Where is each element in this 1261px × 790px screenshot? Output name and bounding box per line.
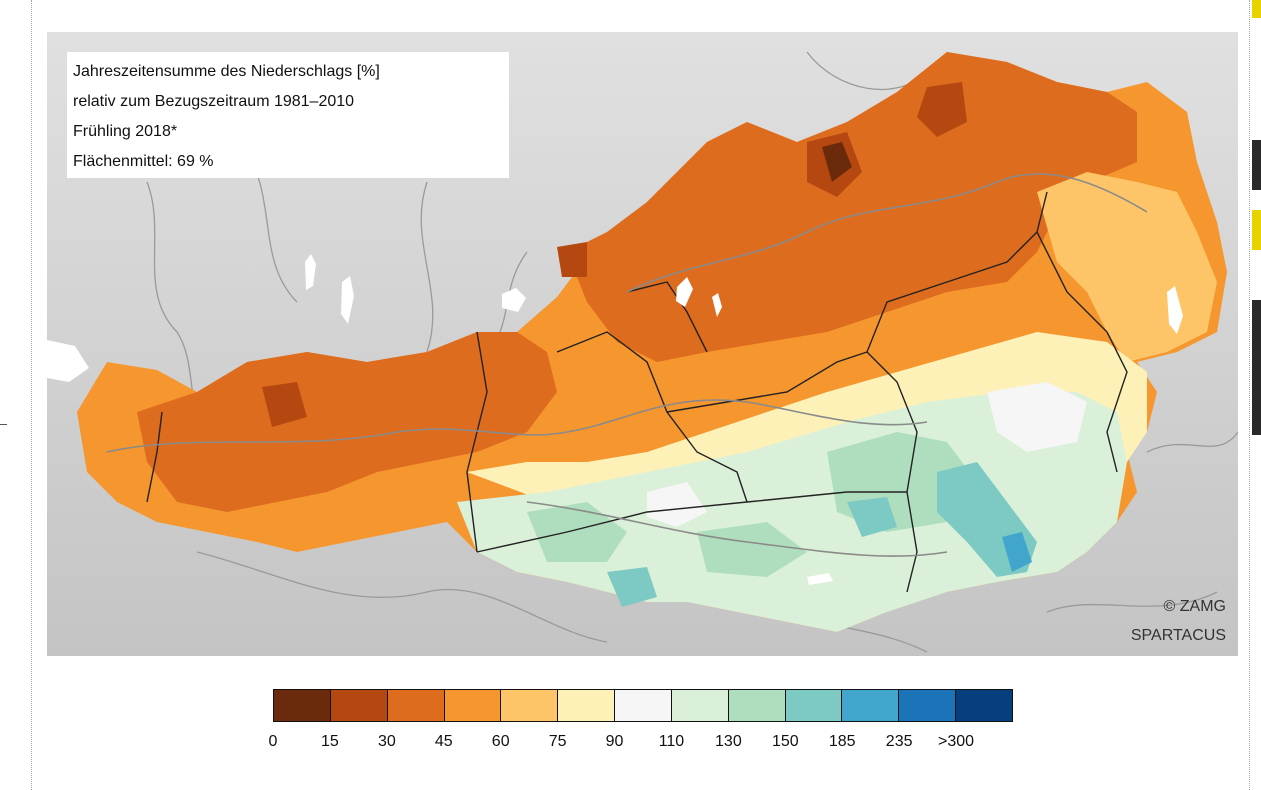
data-source-text: SPARTACUS — [1130, 627, 1226, 644]
legend-swatch — [785, 690, 843, 721]
legend-swatch — [899, 690, 957, 721]
legend-swatch — [615, 690, 672, 721]
edge-strip-dark — [1252, 140, 1261, 190]
color-legend-labels: 0 15 30 45 60 75 90 110 130 150 185 235 >300 — [0, 733, 1261, 755]
legend-swatch — [728, 690, 786, 721]
region-teal-3 — [607, 567, 657, 607]
color-legend-bar — [273, 689, 1013, 722]
map-reference-period: relativ zum Bezugszeitraum 1981–2010 — [73, 93, 355, 110]
inner-lakes — [676, 277, 1183, 585]
map-season: Frühling 2018* — [73, 123, 178, 140]
edge-strip-dark-2 — [1252, 300, 1261, 435]
legend-tick-label: 60 — [491, 733, 510, 750]
page-frame-right — [1249, 0, 1250, 790]
legend-swatch — [330, 690, 388, 721]
region-west — [137, 332, 557, 512]
legend-tick-label: 30 — [377, 733, 396, 750]
page-frame-left — [31, 0, 32, 790]
region-white-2 — [647, 482, 707, 527]
legend-tick-label: 185 — [828, 733, 856, 750]
region-dark-3 — [557, 242, 587, 277]
region-darkest — [822, 142, 852, 182]
legend-swatch — [387, 690, 445, 721]
map-area-mean: Flächenmittel: 69 % — [73, 153, 214, 170]
region-north — [567, 52, 1137, 362]
copyright-text: © ZAMG — [1163, 598, 1226, 615]
legend-tick-label: 0 — [268, 733, 278, 750]
map-credits: © ZAMG SPARTACUS — [1131, 592, 1226, 650]
legend-swatch — [671, 690, 729, 721]
region-white-1 — [987, 382, 1087, 452]
legend-tick-label: 235 — [885, 733, 913, 750]
edge-strip-yellow — [1252, 0, 1261, 18]
legend-swatch — [558, 690, 616, 721]
map-title: Jahreszeitensumme des Niederschlags [%] — [73, 63, 380, 80]
region-green-2 — [527, 502, 627, 562]
legend-swatch — [444, 690, 502, 721]
legend-tick-label: 75 — [548, 733, 567, 750]
legend-tick-label: 130 — [715, 733, 742, 750]
precipitation-map: Jahreszeitensumme des Niederschlags [%] … — [47, 32, 1238, 656]
edge-strip-yellow-2 — [1252, 210, 1261, 250]
region-green-3 — [697, 522, 807, 577]
edge-tick — [0, 424, 7, 425]
legend-swatch — [501, 690, 559, 721]
legend-tick-label: 15 — [321, 733, 339, 750]
legend-swatch — [274, 690, 331, 721]
region-teal-2 — [847, 497, 897, 537]
inner-rivers — [106, 173, 1148, 557]
region-dark-2 — [917, 82, 967, 137]
map-canvas — [47, 32, 1238, 656]
legend-tick-label: 45 — [434, 733, 453, 750]
legend-tick-label: >300 — [938, 733, 975, 750]
legend-tick-label: 110 — [658, 733, 685, 750]
region-dark-4 — [262, 382, 307, 427]
region-blue-1 — [1002, 532, 1032, 572]
legend-swatch — [956, 690, 1012, 721]
legend-swatch — [842, 690, 900, 721]
legend-tick-label: 90 — [605, 733, 624, 750]
map-info-box: Jahreszeitensumme des Niederschlags [%] … — [67, 52, 509, 178]
legend-tick-label: 150 — [771, 733, 799, 750]
state-borders — [146, 191, 1128, 593]
